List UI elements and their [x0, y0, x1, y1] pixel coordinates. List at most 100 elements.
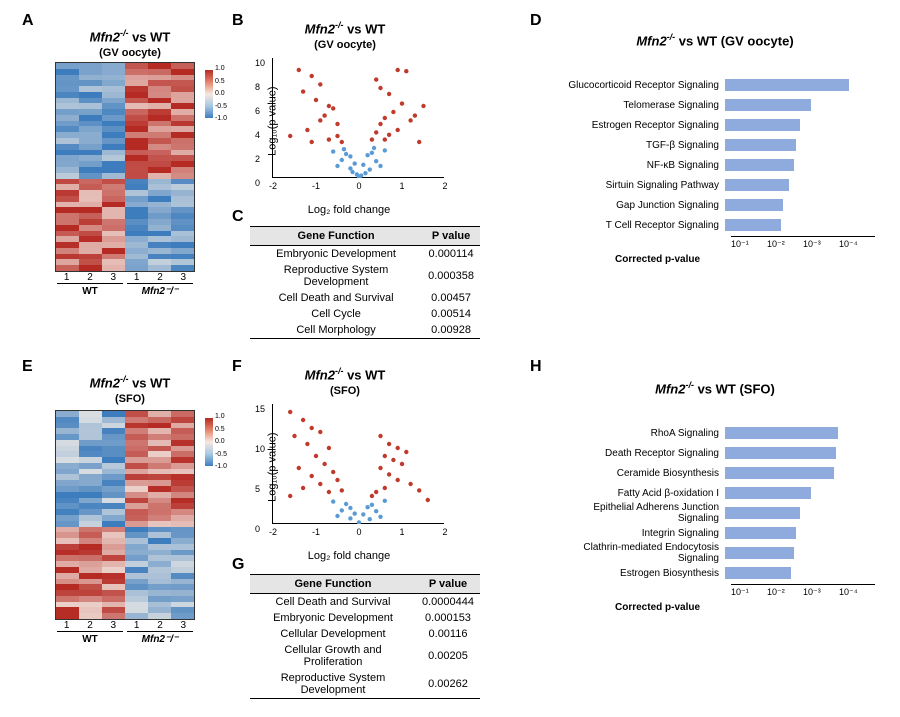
pathway-bar-area	[725, 118, 875, 132]
table-row: Cell Death and Survival0.00457	[250, 290, 480, 306]
table-cell: 0.0000444	[416, 594, 480, 611]
ytick: 5	[255, 484, 260, 494]
pathway-bar-area	[725, 218, 875, 232]
pathway-label: Ceramide Biosynthesis	[555, 468, 725, 479]
heatmap-col-label: 3	[172, 620, 195, 631]
pathway-row: Fatty Acid β-oxidation I	[555, 484, 875, 502]
heatmap-cell	[79, 613, 102, 619]
pathway-bar	[725, 507, 800, 519]
table-c: Gene FunctionP valueEmbryonic Developmen…	[250, 226, 480, 339]
table-cell: Cell Cycle	[250, 306, 422, 322]
pathway-bar	[725, 199, 783, 211]
pathway-bar	[725, 139, 796, 151]
pathway-h: RhoA Signaling Death Receptor Signaling Ce…	[555, 424, 875, 613]
table-header: P value	[416, 575, 480, 594]
pathway-bar-area	[725, 486, 875, 500]
table-row: Cellular Development0.00116	[250, 626, 480, 642]
pathway-row: Telomerase Signaling	[555, 96, 875, 114]
heatmap-legend-tick: -0.5	[215, 104, 227, 110]
table-g-wrap: Gene FunctionP valueCell Death and Survi…	[250, 574, 480, 699]
table-cell: Cell Morphology	[250, 322, 422, 339]
pathway-bar	[725, 99, 811, 111]
ytick: 2	[255, 154, 260, 164]
pathway-label: Gap Junction Signaling	[555, 200, 725, 211]
pathway-bar-area	[725, 78, 875, 92]
panel-a-title-sub: (GV oocyte)	[99, 47, 161, 59]
table-cell: Reproductive System Development	[250, 670, 416, 699]
pathway-d: Glucocorticoid Receptor Signaling Telomer…	[555, 76, 875, 265]
table-cell: Embryonic Development	[250, 610, 416, 626]
volcano-f-frame: 051015-2-1012	[272, 404, 444, 524]
table-c-wrap: Gene FunctionP valueEmbryonic Developmen…	[250, 226, 480, 339]
heatmap-cell	[148, 265, 171, 271]
heatmap-col-label: 1	[55, 272, 78, 283]
heatmap-cell	[102, 265, 125, 271]
xtick: 0	[356, 527, 361, 537]
pathway-bar-area	[725, 566, 875, 580]
panel-h-title-vs: vs WT (SFO)	[694, 381, 775, 396]
pathway-row: Clathrin-mediated Endocytosis Signaling	[555, 544, 875, 562]
heatmap-e-legend-ticks: 1.00.50.0-0.5-1.0	[215, 414, 227, 470]
pathway-bar	[725, 567, 791, 579]
pathway-label: Telomerase Signaling	[555, 100, 725, 111]
panel-label-g: G	[232, 556, 244, 574]
table-header: Gene Function	[250, 227, 422, 246]
heatmap-cell	[79, 265, 102, 271]
ytick: 0	[255, 524, 260, 534]
xtick: 1	[399, 527, 404, 537]
heatmap-e-legend	[205, 418, 213, 466]
heatmap-e-grid	[55, 410, 195, 620]
pathway-label: NF-κB Signaling	[555, 160, 725, 171]
heatmap-a: 123123 WT Mfn2⁻/⁻ 1.00.50.0-0.5-1.0	[55, 62, 195, 297]
pathway-bar-area	[725, 506, 875, 520]
heatmap-e-group-wt: WT	[57, 631, 123, 645]
volcano-b-frame: 0246810-2-1012	[272, 58, 444, 178]
volcano-b: -Log₁₀(p value) 0246810-2-1012 Log₂ fold…	[244, 48, 454, 198]
heatmap-e-groups: WT Mfn2⁻/⁻	[55, 631, 195, 645]
pathway-label: Integrin Signaling	[555, 528, 725, 539]
pathway-row: Gap Junction Signaling	[555, 196, 875, 214]
table-cell: Cell Death and Survival	[250, 290, 422, 306]
pathway-label: Fatty Acid β-oxidation I	[555, 488, 725, 499]
heatmap-cell	[56, 613, 79, 619]
pathway-bar-area	[725, 178, 875, 192]
xtick: -2	[269, 527, 277, 537]
pathway-row: Death Receptor Signaling	[555, 444, 875, 462]
heatmap-a-legend	[205, 70, 213, 118]
pathway-bar	[725, 159, 794, 171]
heatmap-a-legend-ticks: 1.00.50.0-0.5-1.0	[215, 66, 227, 122]
pathway-row: Sirtuin Signaling Pathway	[555, 176, 875, 194]
table-row: Cellular Growth and Proliferation0.00205	[250, 642, 480, 670]
ytick: 4	[255, 130, 260, 140]
table-g: Gene FunctionP valueCell Death and Survi…	[250, 574, 480, 699]
table-row: Cell Morphology0.00928	[250, 322, 480, 339]
pathway-label: Epithelial Adherens Junction Signaling	[555, 502, 725, 524]
pathway-bar-area	[725, 198, 875, 212]
panel-a-title-gene: Mfn2	[90, 29, 120, 44]
table-cell: 0.00457	[422, 290, 480, 306]
table-cell: Cellular Development	[250, 626, 416, 642]
pathway-bar	[725, 547, 794, 559]
heatmap-legend-tick: 1.0	[215, 66, 227, 72]
pathway-label: Clathrin-mediated Endocytosis Signaling	[555, 542, 725, 564]
table-cell: Reproductive System Development	[250, 262, 422, 290]
heatmap-cell	[56, 265, 79, 271]
table-header: P value	[422, 227, 480, 246]
heatmap-col-label: 3	[172, 272, 195, 283]
heatmap-col-label: 2	[148, 272, 171, 283]
pathway-label: Estrogen Receptor Signaling	[555, 120, 725, 131]
pathway-axis-tick: 10⁻²	[767, 587, 803, 598]
pathway-label: RhoA Signaling	[555, 428, 725, 439]
panel-b-title-vs: vs WT	[343, 21, 385, 36]
pathway-bar	[725, 427, 838, 439]
pathway-bar	[725, 467, 834, 479]
pathway-row: Glucocorticoid Receptor Signaling	[555, 76, 875, 94]
panel-d-title-sup: -/-	[667, 32, 676, 42]
heatmap-col-label: 2	[78, 620, 101, 631]
panel-label-e: E	[22, 358, 33, 376]
panel-a-title: Mfn2-/- vs WT (GV oocyte)	[50, 28, 210, 59]
panel-e-title-vs: vs WT	[128, 375, 170, 390]
pathway-bar	[725, 487, 811, 499]
pathway-bar	[725, 179, 789, 191]
panel-label-h: H	[530, 358, 542, 376]
